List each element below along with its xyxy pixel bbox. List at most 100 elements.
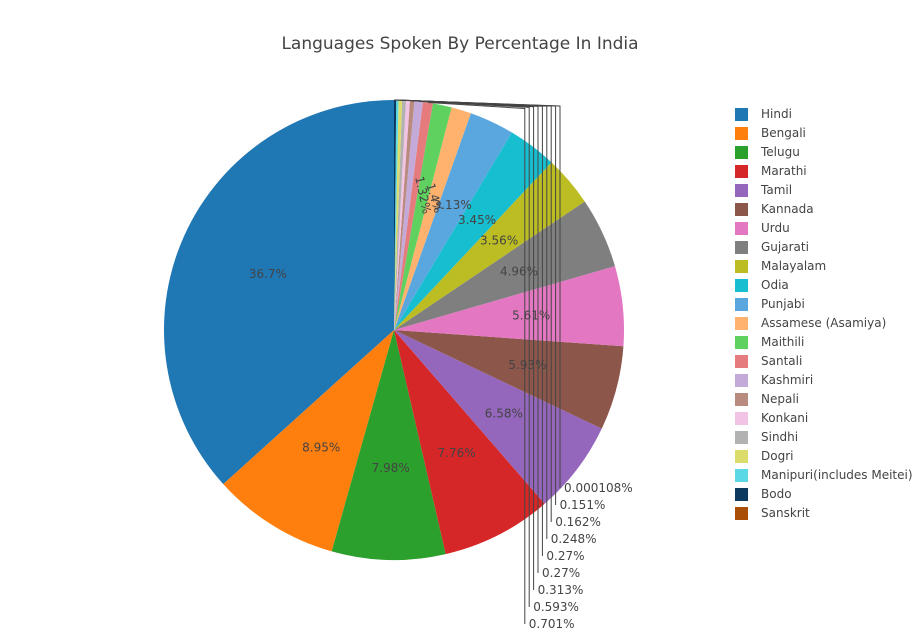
- legend-item-assamese-asamiya[interactable]: Assamese (Asamiya): [735, 314, 913, 333]
- legend-swatch: [735, 393, 748, 406]
- legend-label: Telugu: [761, 145, 800, 159]
- slice-label-tamil: 6.58%: [485, 407, 523, 421]
- slice-label-odia: 3.45%: [458, 213, 496, 227]
- slice-label-marathi: 7.76%: [437, 446, 475, 460]
- legend-item-konkani[interactable]: Konkani: [735, 409, 913, 428]
- legend-swatch: [735, 146, 748, 159]
- legend-swatch: [735, 450, 748, 463]
- pie-slice-konkani[interactable]: [394, 100, 410, 330]
- legend-item-punjabi[interactable]: Punjabi: [735, 295, 913, 314]
- slice-label-kannada: 5.93%: [508, 358, 546, 372]
- legend-item-kashmiri[interactable]: Kashmiri: [735, 371, 913, 390]
- pie-slice-hindi[interactable]: [164, 100, 394, 485]
- legend-label: Kannada: [761, 202, 814, 216]
- pie-slice-maithili[interactable]: [394, 103, 452, 330]
- legend-item-bodo[interactable]: Bodo: [735, 485, 913, 504]
- legend-swatch: [735, 108, 748, 121]
- legend-item-marathi[interactable]: Marathi: [735, 162, 913, 181]
- pie-slice-santali[interactable]: [394, 101, 433, 330]
- slice-label-sanskrit: 0.000108%: [564, 481, 633, 495]
- slice-label-malayalam: 3.56%: [480, 234, 518, 248]
- slice-label-punjabi: 3.13%: [434, 198, 472, 212]
- legend-swatch: [735, 184, 748, 197]
- pie-slice-assamese-asamiya[interactable]: [394, 107, 471, 330]
- slice-label-gujarati: 4.96%: [500, 265, 538, 279]
- pie-slice-bengali[interactable]: [223, 330, 394, 552]
- legend-swatch: [735, 431, 748, 444]
- leader-line-santali: [427, 102, 526, 624]
- slice-label-konkani: 0.27%: [542, 566, 580, 580]
- legend-swatch: [735, 298, 748, 311]
- legend-swatch: [735, 222, 748, 235]
- pie-slice-odia[interactable]: [394, 132, 552, 330]
- slice-label-urdu: 5.61%: [512, 308, 550, 322]
- legend-item-odia[interactable]: Odia: [735, 276, 913, 295]
- legend-label: Malayalam: [761, 259, 827, 273]
- legend-label: Kashmiri: [761, 373, 814, 387]
- pie-slice-tamil[interactable]: [394, 330, 602, 504]
- pie-slice-kashmiri[interactable]: [394, 100, 423, 330]
- slice-label-bengali: 8.95%: [302, 440, 340, 454]
- legend-item-sanskrit[interactable]: Sanskrit: [735, 504, 913, 523]
- slice-label-santali: 0.701%: [529, 617, 575, 631]
- slice-label-sindhi: 0.27%: [546, 549, 584, 563]
- legend-label: Konkani: [761, 411, 809, 425]
- pie-slice-bodo[interactable]: [394, 100, 397, 330]
- legend-swatch: [735, 355, 748, 368]
- legend-swatch: [735, 374, 748, 387]
- legend-swatch: [735, 336, 748, 349]
- legend-swatch: [735, 203, 748, 216]
- legend-item-telugu[interactable]: Telugu: [735, 143, 913, 162]
- slice-label-nepali: 0.313%: [538, 583, 584, 597]
- legend-item-tamil[interactable]: Tamil: [735, 181, 913, 200]
- slice-label-manipuri-includes-meitei: 0.162%: [555, 515, 601, 529]
- slice-label-dogri: 0.248%: [551, 532, 597, 546]
- legend-item-bengali[interactable]: Bengali: [735, 124, 913, 143]
- legend-swatch: [735, 241, 748, 254]
- legend: Hindi Bengali Telugu Marathi Tamil Kannada Urd…: [735, 105, 913, 523]
- legend-label: Bodo: [761, 487, 792, 501]
- legend-swatch: [735, 317, 748, 330]
- legend-label: Assamese (Asamiya): [761, 316, 887, 330]
- legend-item-urdu[interactable]: Urdu: [735, 219, 913, 238]
- pie-slices: [164, 99, 625, 560]
- legend-swatch: [735, 488, 748, 501]
- legend-label: Maithili: [761, 335, 805, 349]
- legend-label: Punjabi: [761, 297, 805, 311]
- pie-slice-nepali[interactable]: [394, 100, 415, 331]
- pie-slice-punjabi[interactable]: [394, 113, 512, 331]
- slice-label-bodo: 0.151%: [560, 498, 606, 512]
- pie-slice-telugu[interactable]: [331, 330, 446, 560]
- pie-slice-marathi[interactable]: [394, 330, 545, 555]
- legend-item-nepali[interactable]: Nepali: [735, 390, 913, 409]
- legend-item-maithili[interactable]: Maithili: [735, 333, 913, 352]
- legend-label: Tamil: [761, 183, 793, 197]
- legend-item-malayalam[interactable]: Malayalam: [735, 257, 913, 276]
- pie-slice-sindhi[interactable]: [394, 100, 407, 330]
- legend-item-hindi[interactable]: Hindi: [735, 105, 913, 124]
- legend-item-gujarati[interactable]: Gujarati: [735, 238, 913, 257]
- pie-slice-dogri[interactable]: [394, 100, 403, 331]
- legend-item-manipuri-includes-meitei[interactable]: Manipuri(includes Meitei): [735, 466, 913, 485]
- legend-label: Marathi: [761, 164, 807, 178]
- slice-label-hindi: 36.7%: [249, 267, 287, 281]
- legend-label: Urdu: [761, 221, 790, 235]
- legend-label: Gujarati: [761, 240, 809, 254]
- outside-labels: 0.701% 0.593% 0.313% 0.27% 0.27% 0.248% 0.162%…: [393, 99, 633, 631]
- legend-swatch: [735, 279, 748, 292]
- legend-label: Dogri: [761, 449, 794, 463]
- chart-title: Languages Spoken By Percentage In India: [281, 34, 639, 54]
- pie-slice-malayalam[interactable]: [394, 162, 585, 330]
- legend-item-sindhi[interactable]: Sindhi: [735, 428, 913, 447]
- legend-item-kannada[interactable]: Kannada: [735, 200, 913, 219]
- pie-slice-urdu[interactable]: [394, 266, 625, 347]
- pie-slice-kannada[interactable]: [394, 330, 624, 429]
- legend-label: Sanskrit: [761, 506, 810, 520]
- pie-slice-manipuri-includes-meitei[interactable]: [394, 100, 399, 330]
- legend-swatch: [735, 165, 748, 178]
- legend-swatch: [735, 260, 748, 273]
- legend-item-santali[interactable]: Santali: [735, 352, 913, 371]
- legend-label: Manipuri(includes Meitei): [761, 468, 913, 482]
- legend-item-dogri[interactable]: Dogri: [735, 447, 913, 466]
